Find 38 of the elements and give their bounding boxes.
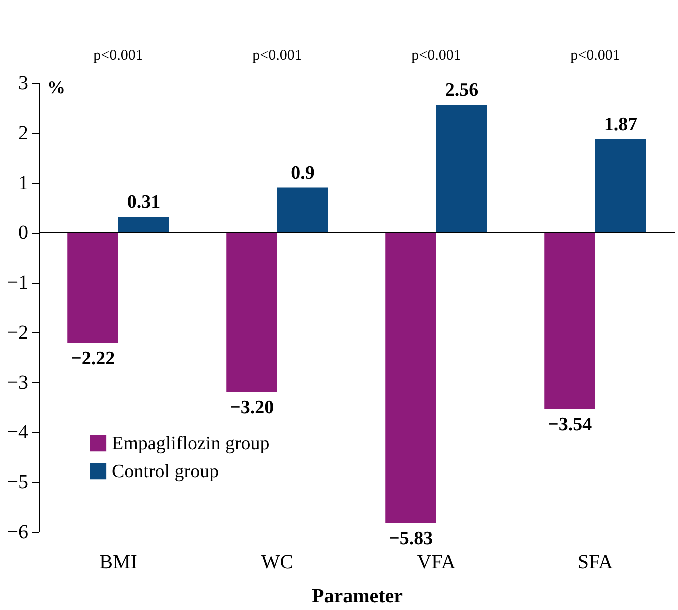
y-tick-label: 3 bbox=[18, 72, 28, 94]
text: p<0.001 bbox=[252, 48, 302, 64]
y-tick-label: 1 bbox=[18, 172, 28, 194]
bar bbox=[436, 104, 488, 233]
legend-label: Empagliflozin group bbox=[112, 434, 270, 454]
bar bbox=[386, 232, 436, 524]
legend-label: Control group bbox=[112, 462, 220, 482]
y-tick-label: 0 bbox=[18, 222, 28, 244]
y-tick-label: −4 bbox=[7, 422, 28, 444]
data-label: 1.87 bbox=[604, 114, 638, 136]
data-label: −3.20 bbox=[230, 397, 274, 418]
data-label: −5.83 bbox=[389, 528, 434, 550]
y-tick-label: −3 bbox=[7, 372, 28, 394]
x-axis-title: Parameter bbox=[312, 586, 404, 608]
x-tick-label: WC bbox=[261, 552, 294, 574]
text: p<0.001 bbox=[570, 48, 620, 64]
data-label: 0.31 bbox=[127, 192, 161, 214]
bar bbox=[226, 232, 278, 392]
text: p<0.001 bbox=[94, 48, 144, 64]
data-label: −2.22 bbox=[71, 348, 116, 370]
x-tick-label: SFA bbox=[578, 552, 614, 574]
y-tick-label: −6 bbox=[7, 522, 28, 544]
data-label: 0.9 bbox=[291, 162, 315, 184]
y-tick-label: 2 bbox=[18, 122, 28, 144]
bar bbox=[544, 232, 596, 410]
bar bbox=[118, 217, 170, 233]
y-tick-label: −1 bbox=[7, 272, 28, 294]
data-label: 2.56 bbox=[445, 80, 479, 101]
bar bbox=[278, 188, 328, 233]
data-label: −3.54 bbox=[548, 414, 593, 436]
y-axis-title: % bbox=[48, 78, 66, 98]
bar bbox=[596, 139, 646, 233]
y-tick-label: −2 bbox=[7, 322, 28, 344]
bar bbox=[68, 232, 118, 344]
x-tick-label: VFA bbox=[417, 552, 456, 574]
y-tick-label: −5 bbox=[7, 472, 28, 494]
text: p<0.001 bbox=[412, 48, 462, 64]
x-tick-label: BMI bbox=[100, 552, 138, 574]
